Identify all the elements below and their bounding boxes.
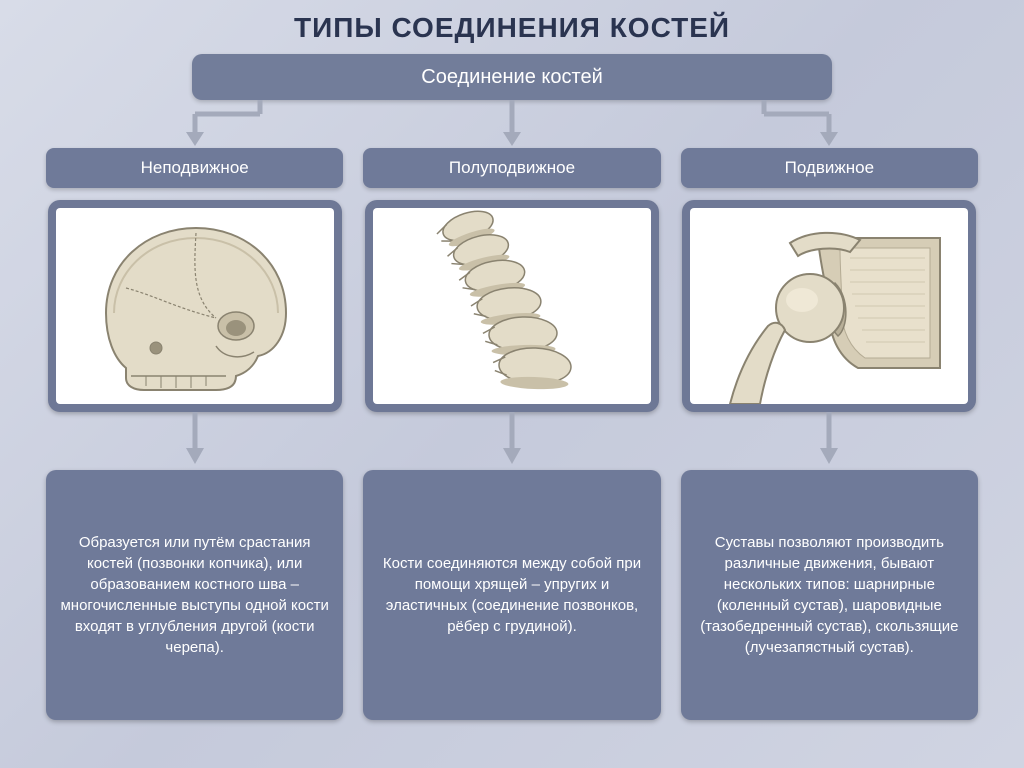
- description-box-mobile: Суставы позволяют производить различные …: [681, 470, 978, 720]
- root-category-label: Соединение костей: [421, 66, 602, 89]
- image-skull: [56, 208, 334, 404]
- column-semi: Полуподвижное: [363, 148, 660, 720]
- category-box-mobile: Подвижное: [681, 148, 978, 188]
- description-text-fixed: Образуется или путём срастания костей (п…: [58, 532, 331, 658]
- arrow-down-fixed: [175, 408, 215, 466]
- columns-container: Неподвижное: [0, 148, 1024, 720]
- root-category-box: Соединение костей: [192, 54, 832, 100]
- column-fixed: Неподвижное: [46, 148, 343, 720]
- category-box-fixed: Неподвижное: [46, 148, 343, 188]
- branch-arrows: [0, 100, 1024, 148]
- image-frame-mobile: [682, 200, 976, 412]
- description-box-semi: Кости соединяются между собой при помощи…: [363, 470, 660, 720]
- category-label-semi: Полуподвижное: [449, 158, 575, 178]
- category-label-fixed: Неподвижное: [141, 158, 249, 178]
- category-box-semi: Полуподвижное: [363, 148, 660, 188]
- spine-icon: [373, 208, 651, 404]
- description-box-fixed: Образуется или путём срастания костей (п…: [46, 470, 343, 720]
- description-text-semi: Кости соединяются между собой при помощи…: [375, 553, 648, 637]
- image-frame-fixed: [48, 200, 342, 412]
- skull-icon: [56, 208, 334, 404]
- shoulder-joint-icon: [690, 208, 968, 404]
- image-shoulder: [690, 208, 968, 404]
- image-frame-semi: [365, 200, 659, 412]
- column-mobile: Подвижное: [681, 148, 978, 720]
- arrow-down-semi: [492, 408, 532, 466]
- arrow-down-mobile: [809, 408, 849, 466]
- page-title: ТИПЫ СОЕДИНЕНИЯ КОСТЕЙ: [0, 0, 1024, 54]
- category-label-mobile: Подвижное: [785, 158, 874, 178]
- description-text-mobile: Суставы позволяют производить различные …: [693, 532, 966, 658]
- image-spine: [373, 208, 651, 404]
